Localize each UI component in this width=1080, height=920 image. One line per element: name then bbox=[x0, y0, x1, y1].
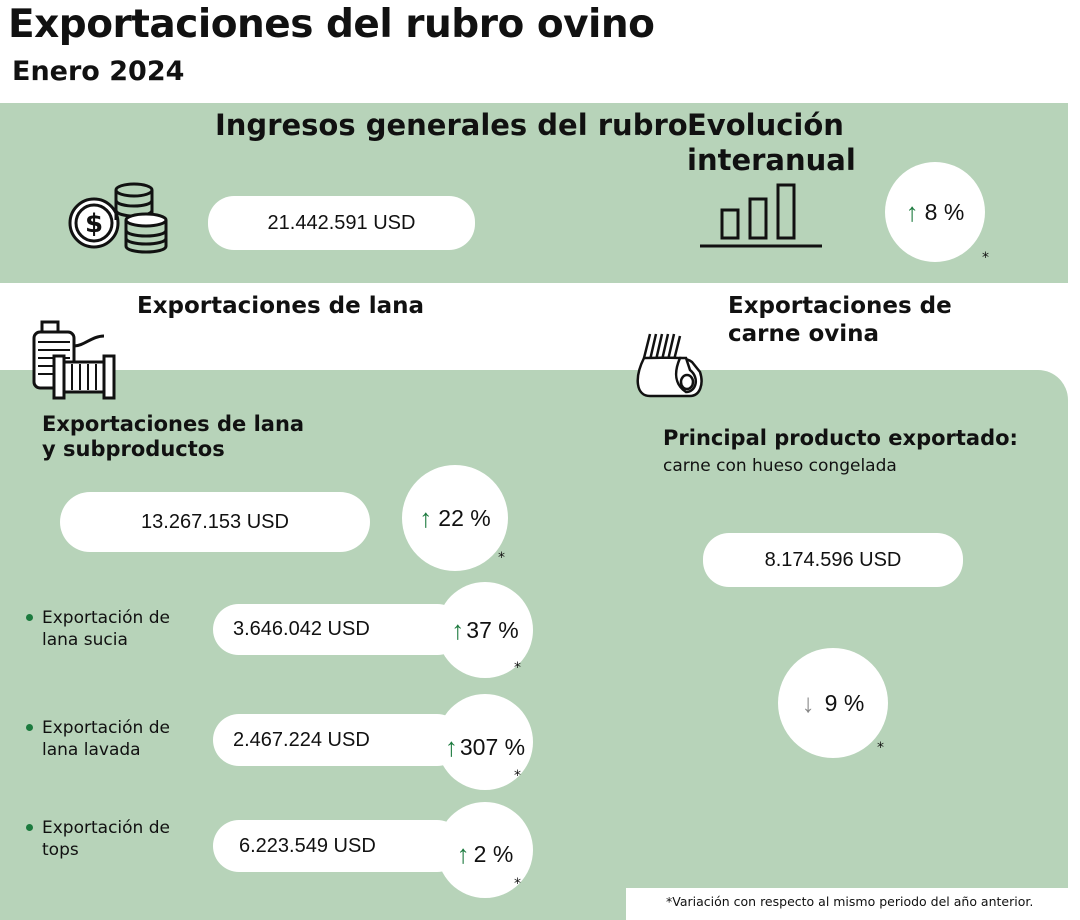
wool-total-change-badge: ↑ 22 % bbox=[402, 465, 508, 571]
meat-main-product: carne con hueso congelada bbox=[663, 456, 897, 476]
wool-item-change: 37 % bbox=[466, 616, 519, 643]
wool-total-change: 22 % bbox=[438, 504, 491, 531]
wool-item-change: 307 % bbox=[459, 733, 526, 760]
meat-change: 9 % bbox=[824, 689, 865, 716]
bullet-icon bbox=[26, 724, 33, 731]
wool-spool-icon bbox=[32, 320, 116, 400]
asterisk: * bbox=[498, 550, 505, 566]
meat-main-product-label: Principal producto exportado: bbox=[663, 426, 1018, 450]
wool-subheading: Exportaciones de lana y subproductos bbox=[42, 412, 305, 462]
wool-item-change-badge: ↑ 307 % bbox=[437, 694, 533, 790]
wool-item-label: Exportación de lana lavada bbox=[42, 718, 170, 761]
wool-item-label: Exportación de tops bbox=[42, 818, 170, 861]
wool-item-label: Exportación de lana sucia bbox=[42, 608, 170, 651]
bullet-icon bbox=[26, 824, 33, 831]
wool-total-pill: 13.267.153 USD bbox=[60, 492, 370, 552]
detail-band bbox=[0, 370, 1068, 920]
bar-chart-icon bbox=[700, 183, 822, 248]
bullet-icon bbox=[26, 614, 33, 621]
wool-item-value: 6.223.549 USD bbox=[213, 820, 463, 872]
arrow-up-icon: ↑ bbox=[905, 196, 919, 227]
asterisk: * bbox=[514, 660, 521, 676]
arrow-up-icon: ↑ bbox=[444, 731, 458, 762]
asterisk: * bbox=[514, 768, 521, 784]
meat-change-badge: ↓ 9 % bbox=[778, 648, 888, 758]
arrow-up-icon: ↑ bbox=[419, 502, 433, 533]
lamb-rack-icon bbox=[636, 333, 703, 398]
meat-heading: Exportaciones de carne ovina bbox=[728, 293, 952, 347]
general-heading: Ingresos generales del rubro bbox=[215, 108, 688, 142]
wool-item-value: 2.467.224 USD bbox=[213, 714, 463, 766]
page-subtitle: Enero 2024 bbox=[12, 56, 185, 87]
arrow-up-icon: ↑ bbox=[451, 614, 465, 645]
asterisk: * bbox=[877, 740, 884, 756]
asterisk: * bbox=[514, 876, 521, 892]
svg-text:$: $ bbox=[85, 209, 103, 239]
evolution-change: 8 % bbox=[924, 198, 965, 225]
arrow-up-icon: ↑ bbox=[456, 838, 470, 869]
evolution-change-badge: ↑ 8 % bbox=[885, 162, 985, 262]
wool-item-change-badge: ↑ 37 % bbox=[437, 582, 533, 678]
evolution-heading: Evolución interanual bbox=[687, 108, 856, 177]
wool-item-value: 3.646.042 USD bbox=[213, 604, 463, 655]
coins-dollar-icon: $ bbox=[68, 182, 168, 254]
asterisk: * bbox=[982, 250, 989, 266]
meat-value-pill: 8.174.596 USD bbox=[703, 533, 963, 587]
wool-item-change-badge: ↑ 2 % bbox=[437, 802, 533, 898]
page-title: Exportaciones del rubro ovino bbox=[8, 2, 655, 47]
footnote: *Variación con respecto al mismo periodo… bbox=[626, 888, 1080, 920]
wool-heading: Exportaciones de lana bbox=[137, 293, 425, 319]
wool-item-change: 2 % bbox=[473, 840, 514, 867]
arrow-down-icon: ↓ bbox=[801, 687, 815, 718]
general-value-pill: 21.442.591 USD bbox=[208, 196, 475, 250]
